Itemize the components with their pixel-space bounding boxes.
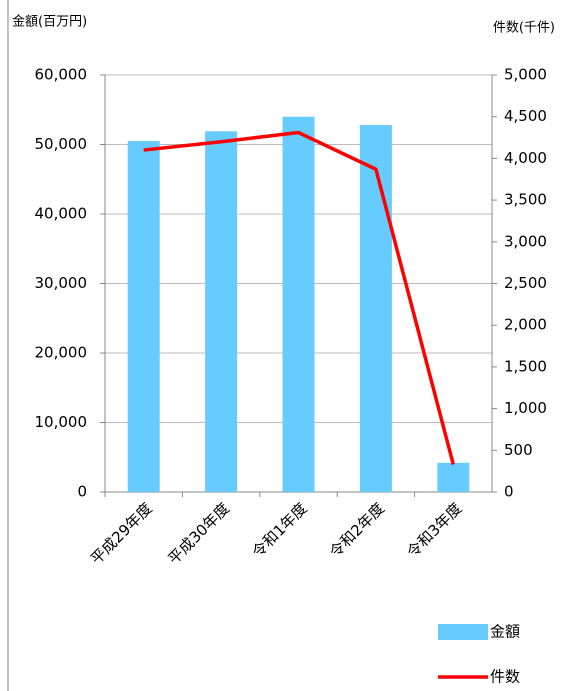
x-tick-label: 令和1年度	[249, 499, 311, 561]
y2-tick-label: 0	[504, 483, 514, 501]
y2-tick-label: 3,500	[504, 191, 547, 209]
legend-label: 金額	[490, 623, 520, 641]
y-tick-label: 40,000	[35, 205, 88, 223]
x-tick-label: 令和3年度	[403, 499, 465, 561]
y-tick-label: 60,000	[35, 66, 88, 84]
bar	[437, 462, 470, 492]
legend-swatch	[438, 624, 488, 640]
y-tick-label: 50,000	[35, 135, 88, 153]
bar	[205, 131, 238, 493]
y-tick-label: 10,000	[35, 413, 88, 431]
y2-tick-label: 4,000	[504, 149, 547, 167]
y-tick-label: 30,000	[35, 274, 88, 292]
legend-label: 件数	[490, 668, 520, 686]
y2-tick-label: 1,500	[504, 357, 547, 375]
y2-tick-label: 2,500	[504, 274, 547, 292]
x-tick-label: 平成29年度	[87, 499, 156, 568]
y2-tick-label: 1,000	[504, 399, 547, 417]
y2-tick-label: 500	[504, 441, 533, 459]
y-tick-label: 0	[77, 483, 87, 501]
y2-tick-label: 4,500	[504, 107, 547, 125]
bar	[282, 116, 315, 492]
bar	[359, 125, 392, 492]
bar	[127, 141, 160, 492]
x-tick-label: 令和2年度	[326, 499, 388, 561]
x-tick-label: 平成30年度	[164, 499, 233, 568]
y2-tick-label: 5,000	[504, 66, 547, 84]
y2-tick-label: 3,000	[504, 232, 547, 250]
y-axis-title: 金額(百万円)	[12, 14, 87, 30]
y2-tick-label: 2,000	[504, 316, 547, 334]
y2-axis-title: 件数(千件)	[493, 21, 555, 36]
y-tick-label: 20,000	[35, 344, 88, 362]
line	[143, 130, 455, 465]
